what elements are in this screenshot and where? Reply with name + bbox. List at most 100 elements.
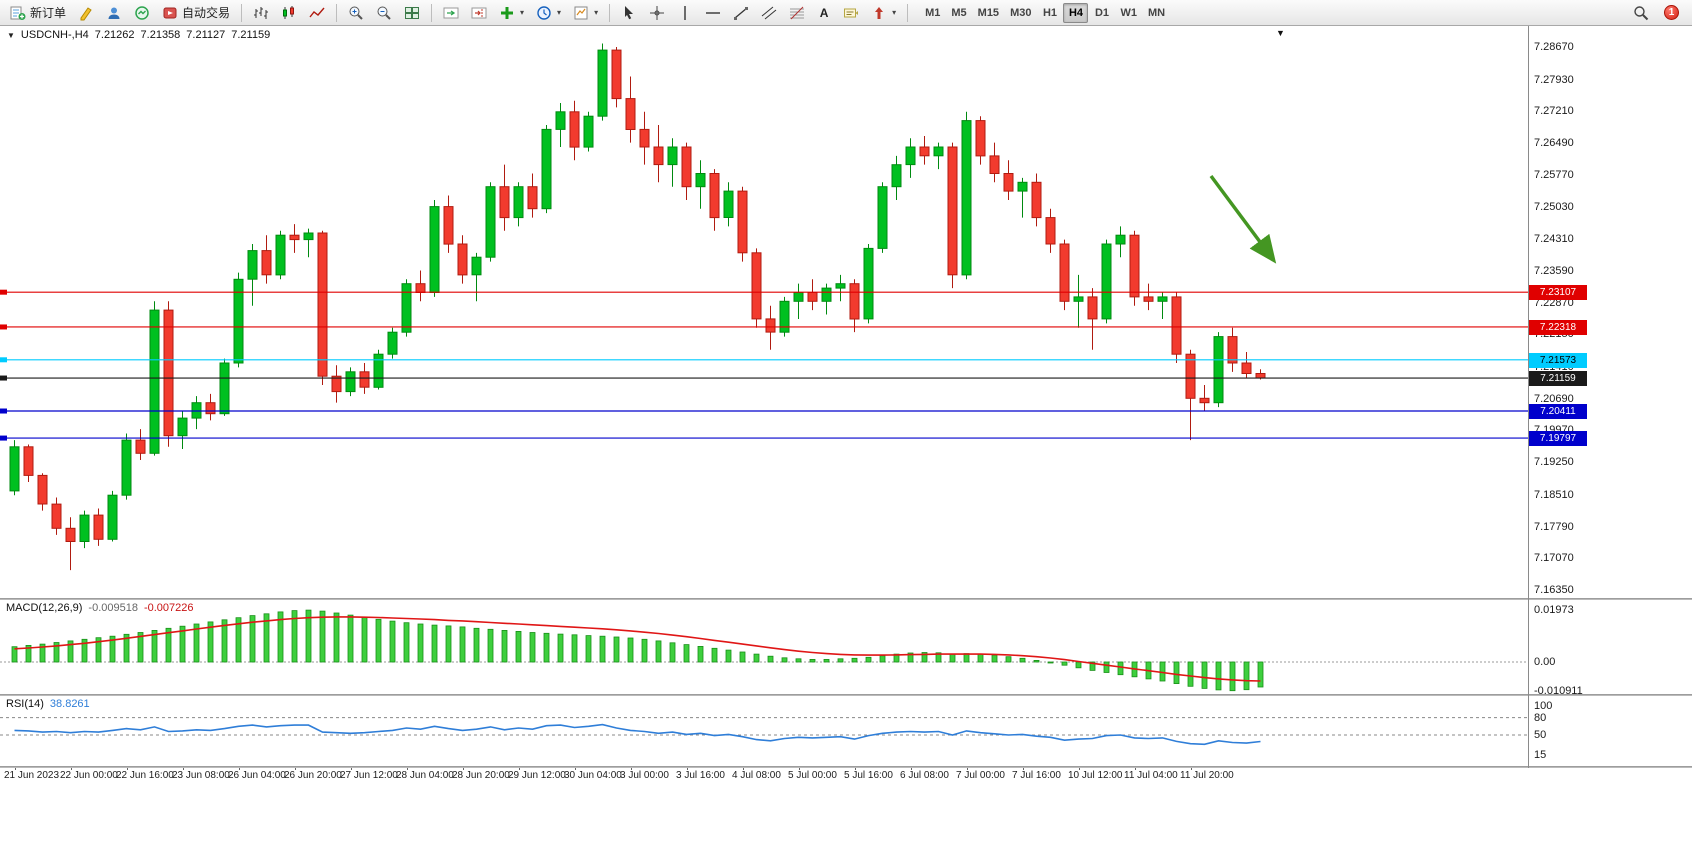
- tile-windows-button[interactable]: [399, 2, 425, 24]
- time-axis-label: 11 Jul 04:00: [1124, 770, 1178, 781]
- time-axis-tick: [630, 766, 632, 770]
- zoom-out-button[interactable]: [371, 2, 397, 24]
- crosshair-button[interactable]: [644, 2, 670, 24]
- macd-axis-label: 0.01973: [1534, 604, 1574, 616]
- algo-trading-icon: [163, 7, 177, 18]
- panel-splitter-macd[interactable]: [0, 598, 1692, 600]
- time-axis-label: 22 Jun 16:00: [116, 770, 174, 781]
- timeframe-m15[interactable]: M15: [973, 3, 1004, 23]
- price-axis-label: 7.25770: [1534, 169, 1574, 181]
- timeframe-h4[interactable]: H4: [1063, 2, 1089, 23]
- timeframe-m30[interactable]: M30: [1005, 3, 1036, 23]
- search-icon: [1634, 5, 1649, 20]
- candlestick-button[interactable]: [276, 2, 302, 24]
- rsi-panel[interactable]: [0, 696, 1528, 766]
- timeframe-m5[interactable]: M5: [946, 3, 971, 23]
- timeframe-m1[interactable]: M1: [920, 3, 945, 23]
- annotation-arrow[interactable]: [1209, 174, 1277, 264]
- price-chart[interactable]: [0, 26, 1528, 598]
- macd-axis-label: 0.00: [1534, 656, 1556, 668]
- auto-scroll-button[interactable]: [438, 2, 464, 24]
- trendline-button[interactable]: [728, 2, 754, 24]
- channel-button[interactable]: [756, 2, 782, 24]
- algo-trading-button[interactable]: 自动交易: [157, 2, 235, 24]
- vertical-line-button[interactable]: [672, 2, 698, 24]
- ohlc-low: 7.21127: [186, 29, 226, 41]
- macd-signal-value: -0.007226: [143, 602, 194, 614]
- symbol-info: ▼ USDCNH-,H4 7.21262 7.21358 7.21127 7.2…: [7, 29, 270, 41]
- fibonacci-icon: [790, 6, 805, 19]
- price-tag-7.21573: 7.21573: [1529, 353, 1587, 368]
- timeframe-mn[interactable]: MN: [1143, 3, 1170, 23]
- zoom-in-button[interactable]: [343, 2, 369, 24]
- time-axis-label: 30 Jun 04:00: [564, 770, 622, 781]
- bar-chart-button[interactable]: [248, 2, 274, 24]
- timeframe-w1[interactable]: W1: [1115, 3, 1142, 23]
- ohlc-open: 7.21262: [94, 29, 135, 41]
- text-label-button[interactable]: [838, 2, 864, 24]
- line-chart-icon: [309, 7, 325, 17]
- time-axis-label: 7 Jul 00:00: [956, 770, 1005, 781]
- auto-scroll-icon: [443, 7, 459, 18]
- add-indicator-button[interactable]: ▾: [494, 2, 529, 24]
- bar-chart-icon: [254, 6, 269, 19]
- macd-panel[interactable]: [0, 600, 1528, 694]
- cursor-icon: [625, 5, 634, 19]
- period-button[interactable]: ▾: [531, 2, 566, 24]
- vertical-line-icon: [684, 5, 686, 20]
- one-click-trading-expander[interactable]: ▼: [7, 30, 15, 40]
- line-chart-button[interactable]: [304, 2, 330, 24]
- algo-trading-label: 自动交易: [182, 6, 231, 20]
- price-axis-label: 7.16350: [1534, 584, 1574, 596]
- hline-left-anchor: [0, 289, 7, 295]
- price-tag-7.22318: 7.22318: [1529, 320, 1587, 335]
- price-axis-separator[interactable]: [1528, 26, 1529, 768]
- timeframe-d1[interactable]: D1: [1089, 3, 1114, 23]
- cursor-button[interactable]: [616, 2, 642, 24]
- channel-icon: [761, 6, 777, 19]
- toolbar-right: 1: [1628, 2, 1687, 24]
- toolbar-separator: [241, 3, 243, 22]
- template-button[interactable]: ▾: [568, 2, 603, 24]
- template-icon: [574, 6, 588, 19]
- time-axis-label: 5 Jul 00:00: [788, 770, 837, 781]
- horizontal-line-button[interactable]: [700, 2, 726, 24]
- panel-splitter-rsi[interactable]: [0, 694, 1692, 696]
- rsi-axis-label: 100: [1534, 700, 1553, 712]
- time-axis-label: 3 Jul 16:00: [676, 770, 725, 781]
- time-axis-label: 28 Jun 20:00: [452, 770, 510, 781]
- time-axis-label: 26 Jun 04:00: [228, 770, 286, 781]
- trendline-icon: [734, 6, 749, 20]
- new-order-button[interactable]: 新订单: [5, 2, 71, 24]
- market-watch-button[interactable]: [129, 2, 155, 24]
- profiles-icon: [108, 7, 120, 19]
- hline-left-anchor: [0, 324, 7, 330]
- rsi-label: RSI(14) 38.8261: [6, 698, 90, 710]
- text-tool-button[interactable]: A: [812, 2, 836, 24]
- rsi-name: RSI(14): [6, 698, 44, 710]
- time-axis-tick: [406, 766, 408, 770]
- candlestick-icon: [283, 5, 295, 19]
- time-axis-label: 26 Jun 20:00: [284, 770, 342, 781]
- time-axis-label: 21 Jun 2023: [4, 770, 60, 781]
- time-axis-label: 11 Jul 20:00: [1180, 770, 1234, 781]
- fibonacci-button[interactable]: [784, 2, 810, 24]
- notification-badge[interactable]: 1: [1664, 5, 1679, 20]
- price-axis-label: 7.19250: [1534, 456, 1574, 468]
- horizontal-lines: [0, 289, 1528, 441]
- time-axis-tick: [574, 766, 576, 770]
- macd-label: MACD(12,26,9) -0.009518 -0.007226: [6, 602, 194, 614]
- chevron-down-icon: ▾: [892, 8, 897, 17]
- timeframe-h1[interactable]: H1: [1037, 3, 1062, 23]
- macd-histogram: [11, 609, 1264, 692]
- metaeditor-button[interactable]: [73, 2, 99, 24]
- hline-left-anchor: [0, 375, 7, 381]
- time-axis-tick: [70, 766, 72, 770]
- chart-shift-button[interactable]: [466, 2, 492, 24]
- profiles-button[interactable]: [101, 2, 127, 24]
- price-axis-label: 7.24310: [1534, 233, 1574, 245]
- price-axis-label: 7.27930: [1534, 74, 1574, 86]
- search-button[interactable]: [1628, 2, 1654, 24]
- price-axis-label: 7.17070: [1534, 552, 1574, 564]
- shapes-button[interactable]: ▾: [866, 2, 901, 24]
